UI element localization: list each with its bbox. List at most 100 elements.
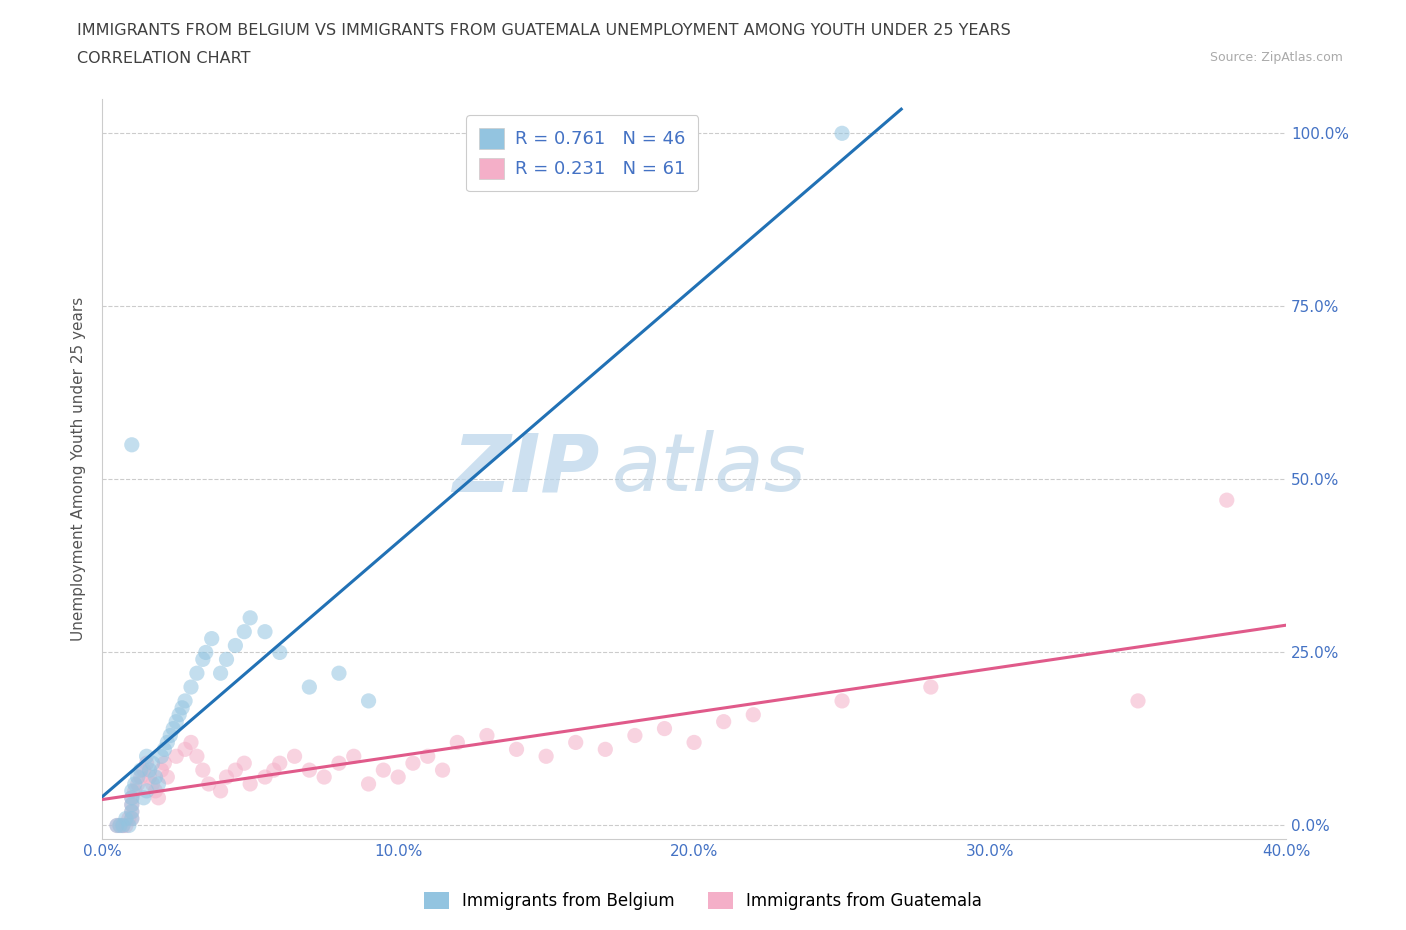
Point xyxy=(314,770,336,785)
Point xyxy=(105,818,128,833)
Point xyxy=(224,638,246,653)
Point xyxy=(145,783,167,798)
Text: IMMIGRANTS FROM BELGIUM VS IMMIGRANTS FROM GUATEMALA UNEMPLOYMENT AMONG YOUTH UN: IMMIGRANTS FROM BELGIUM VS IMMIGRANTS FR… xyxy=(77,23,1011,38)
Point xyxy=(373,763,395,777)
Point xyxy=(920,680,942,695)
Point xyxy=(132,763,155,777)
Point xyxy=(654,721,676,736)
Point xyxy=(156,735,179,750)
Point xyxy=(269,756,291,771)
Point xyxy=(191,763,214,777)
Point xyxy=(1126,694,1149,709)
Text: CORRELATION CHART: CORRELATION CHART xyxy=(77,51,250,66)
Point xyxy=(253,624,276,639)
Point xyxy=(150,749,173,764)
Point xyxy=(269,645,291,660)
Point xyxy=(124,777,146,791)
Point xyxy=(115,811,138,826)
Point xyxy=(121,804,143,819)
Point xyxy=(197,777,219,791)
Point xyxy=(105,818,128,833)
Point xyxy=(129,763,152,777)
Point xyxy=(135,756,157,771)
Point xyxy=(127,777,149,791)
Point xyxy=(162,721,184,736)
Point xyxy=(121,783,143,798)
Point xyxy=(298,763,321,777)
Point xyxy=(150,763,173,777)
Point xyxy=(387,770,409,785)
Point xyxy=(127,770,149,785)
Point xyxy=(172,700,194,715)
Point xyxy=(201,631,224,646)
Point xyxy=(121,811,143,826)
Point xyxy=(209,666,232,681)
Point xyxy=(115,818,138,833)
Point xyxy=(167,708,190,723)
Point xyxy=(253,770,276,785)
Point xyxy=(148,777,170,791)
Point xyxy=(233,624,256,639)
Point xyxy=(595,742,617,757)
Point xyxy=(534,749,557,764)
Point xyxy=(224,763,246,777)
Point xyxy=(432,763,454,777)
Point xyxy=(191,652,214,667)
Point xyxy=(121,790,143,805)
Legend: R = 0.761   N = 46, R = 0.231   N = 61: R = 0.761 N = 46, R = 0.231 N = 61 xyxy=(467,115,699,192)
Point xyxy=(180,680,202,695)
Point xyxy=(239,777,262,791)
Point xyxy=(831,126,853,140)
Point xyxy=(328,756,350,771)
Point xyxy=(186,749,208,764)
Point xyxy=(135,783,157,798)
Point xyxy=(475,728,498,743)
Point xyxy=(357,777,380,791)
Point xyxy=(132,790,155,805)
Point xyxy=(138,763,160,777)
Point xyxy=(402,756,425,771)
Point xyxy=(159,728,181,743)
Point xyxy=(108,818,131,833)
Point xyxy=(165,749,187,764)
Text: ZIP: ZIP xyxy=(451,430,599,508)
Point xyxy=(121,437,143,452)
Point xyxy=(284,749,307,764)
Point xyxy=(446,735,468,750)
Point xyxy=(713,714,735,729)
Point xyxy=(121,797,143,812)
Point xyxy=(153,742,176,757)
Text: Source: ZipAtlas.com: Source: ZipAtlas.com xyxy=(1209,51,1343,64)
Point xyxy=(138,770,160,785)
Point xyxy=(624,728,647,743)
Point xyxy=(108,818,131,833)
Legend: Immigrants from Belgium, Immigrants from Guatemala: Immigrants from Belgium, Immigrants from… xyxy=(418,885,988,917)
Point xyxy=(1216,493,1239,508)
Point xyxy=(328,666,350,681)
Point xyxy=(180,735,202,750)
Point xyxy=(343,749,366,764)
Point xyxy=(141,756,163,771)
Point xyxy=(129,770,152,785)
Point xyxy=(148,790,170,805)
Point xyxy=(505,742,527,757)
Point xyxy=(298,680,321,695)
Point xyxy=(194,645,217,660)
Point xyxy=(124,783,146,798)
Point xyxy=(174,742,197,757)
Y-axis label: Unemployment Among Youth under 25 years: Unemployment Among Youth under 25 years xyxy=(72,297,86,641)
Point xyxy=(215,652,238,667)
Point xyxy=(831,694,853,709)
Point xyxy=(153,756,176,771)
Point xyxy=(683,735,706,750)
Point xyxy=(165,714,187,729)
Point xyxy=(263,763,285,777)
Point xyxy=(118,811,141,826)
Point xyxy=(135,749,157,764)
Point xyxy=(357,694,380,709)
Point xyxy=(564,735,586,750)
Point xyxy=(121,804,143,819)
Point xyxy=(156,770,179,785)
Point xyxy=(215,770,238,785)
Point xyxy=(121,790,143,805)
